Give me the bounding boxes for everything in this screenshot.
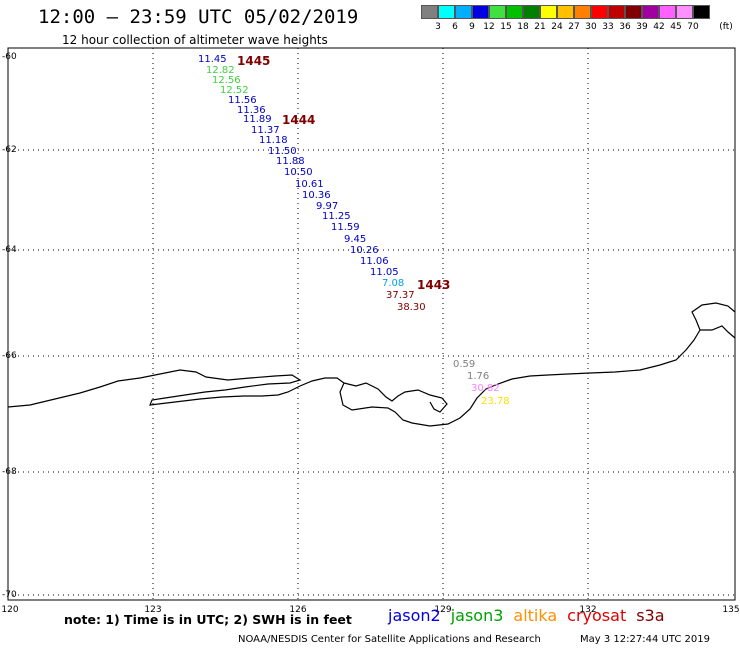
- legend-label: 39: [636, 22, 648, 32]
- legend-swatch: [421, 5, 438, 19]
- wave-height-value: 37.37: [386, 290, 415, 301]
- legend-label: 27: [568, 22, 580, 32]
- wave-height-value: 11.88: [276, 156, 305, 167]
- antarctic-coastline: [7, 302, 736, 427]
- wave-height-value: 11.06: [360, 256, 389, 267]
- wave-height-value: 10.61: [295, 179, 324, 190]
- legend-swatch: [693, 5, 710, 19]
- legend-label: 70: [687, 22, 699, 32]
- lon-label-132: 132: [579, 605, 597, 615]
- lat-label-62: -62: [2, 145, 17, 155]
- satellite-legend: jason2 jason3 altika cryosat s3a: [388, 606, 665, 625]
- wave-height-value: 9.97: [316, 201, 339, 212]
- wave-height-value: 11.56: [228, 95, 257, 106]
- legend-label: 3: [435, 22, 441, 32]
- wave-height-value: 12.82: [206, 65, 235, 76]
- legend-label: 18: [517, 22, 529, 32]
- legend-swatch: [540, 5, 557, 19]
- lon-label-126: 126: [289, 605, 307, 615]
- pass-label-1443: 1443: [417, 278, 451, 292]
- wave-height-value: 9.45: [344, 234, 367, 245]
- map-frame: [7, 47, 736, 601]
- lat-label-68: -68: [2, 467, 17, 477]
- legend-label: 6: [452, 22, 458, 32]
- footer-note: note: 1) Time is in UTC; 2) SWH is in fe…: [64, 612, 352, 627]
- legend-label: 9: [469, 22, 475, 32]
- legend-swatch: [489, 5, 506, 19]
- wave-height-value: 30.82: [471, 383, 500, 394]
- pass-label-1445: 1445: [237, 54, 271, 68]
- lon-label-135: 135: [722, 605, 740, 615]
- legend-label: 12: [483, 22, 495, 32]
- lat-label-66: -66: [2, 351, 17, 361]
- lat-label-64: -64: [2, 245, 17, 255]
- legend-swatch: [472, 5, 489, 19]
- wave-height-value: 0.59: [453, 359, 476, 370]
- legend-label: 15: [500, 22, 512, 32]
- satellite-name: s3a: [636, 606, 665, 625]
- satellite-name: jason2: [388, 606, 441, 625]
- wave-height-value: 11.37: [251, 125, 280, 136]
- legend-swatch: [625, 5, 642, 19]
- satellite-name: jason3: [450, 606, 504, 625]
- legend-swatches: [421, 5, 710, 19]
- wave-height-value: 10.50: [284, 167, 313, 178]
- credit-line: NOAA/NESDIS Center for Satellite Applica…: [238, 634, 541, 645]
- legend-swatch: [608, 5, 625, 19]
- wave-height-value: 11.59: [331, 222, 360, 233]
- map-title: 12:00 – 23:59 UTC 05/02/2019: [38, 6, 359, 28]
- wave-height-value: 11.05: [370, 267, 399, 278]
- legend-swatch: [506, 5, 523, 19]
- map-subtitle: 12 hour collection of altimeter wave hei…: [62, 33, 328, 47]
- wave-height-value: 7.08: [382, 278, 405, 289]
- wave-height-value: 11.18: [259, 135, 288, 146]
- legend-swatch: [438, 5, 455, 19]
- wave-height-value: 38.30: [397, 302, 426, 313]
- wave-height-value: 10.36: [302, 190, 331, 201]
- legend-label: 24: [551, 22, 563, 32]
- wave-height-value: 12.52: [220, 85, 249, 96]
- legend-labels: (ft) 3 6 9 12 15 18 21 24 27 30 33 36 39 42 45 70: [421, 22, 733, 34]
- legend-label: 30: [585, 22, 597, 32]
- legend-swatch: [523, 5, 540, 19]
- legend-label: 21: [534, 22, 546, 32]
- legend-swatch: [676, 5, 693, 19]
- wave-height-value: 11.89: [243, 114, 272, 125]
- coastline-east-tip: [700, 325, 736, 339]
- lon-label-120: 120: [1, 605, 19, 615]
- wave-height-value: 1.76: [467, 371, 490, 382]
- wave-height-value: 11.25: [322, 211, 351, 222]
- lon-label-123: 123: [144, 605, 162, 615]
- legend-label: 36: [619, 22, 631, 32]
- generated-timestamp: May 3 12:27:44 UTC 2019: [580, 634, 710, 645]
- legend-swatch: [642, 5, 659, 19]
- color-legend: (ft) 3 6 9 12 15 18 21 24 27 30 33 36 39 42 45 70: [421, 5, 733, 34]
- legend-swatch: [574, 5, 591, 19]
- wave-height-value: 10.26: [350, 245, 379, 256]
- wave-height-value: 11.45: [198, 54, 227, 65]
- satellite-name: altika: [513, 606, 558, 625]
- legend-swatch: [659, 5, 676, 19]
- wave-height-value: 11.36: [237, 105, 266, 116]
- wave-height-value: 12.56: [212, 75, 241, 86]
- legend-swatch: [455, 5, 472, 19]
- legend-label: 42: [653, 22, 665, 32]
- wave-height-value: 23.78: [481, 396, 510, 407]
- lat-label-60: -60: [2, 52, 17, 62]
- legend-label: 33: [602, 22, 614, 32]
- lat-gridlines: [8, 149, 735, 596]
- pass-label-1444: 1444: [282, 113, 316, 127]
- lon-label-129: 129: [434, 605, 452, 615]
- satellite-name: cryosat: [567, 606, 627, 625]
- lon-gridlines: [152, 48, 589, 600]
- legend-unit: (ft): [719, 22, 733, 32]
- legend-label: 45: [670, 22, 682, 32]
- coastline-inlet: [343, 382, 448, 413]
- lat-label-70: -70: [2, 590, 17, 600]
- legend-swatch: [557, 5, 574, 19]
- legend-swatch: [591, 5, 608, 19]
- wave-height-value: 11.50: [268, 146, 297, 157]
